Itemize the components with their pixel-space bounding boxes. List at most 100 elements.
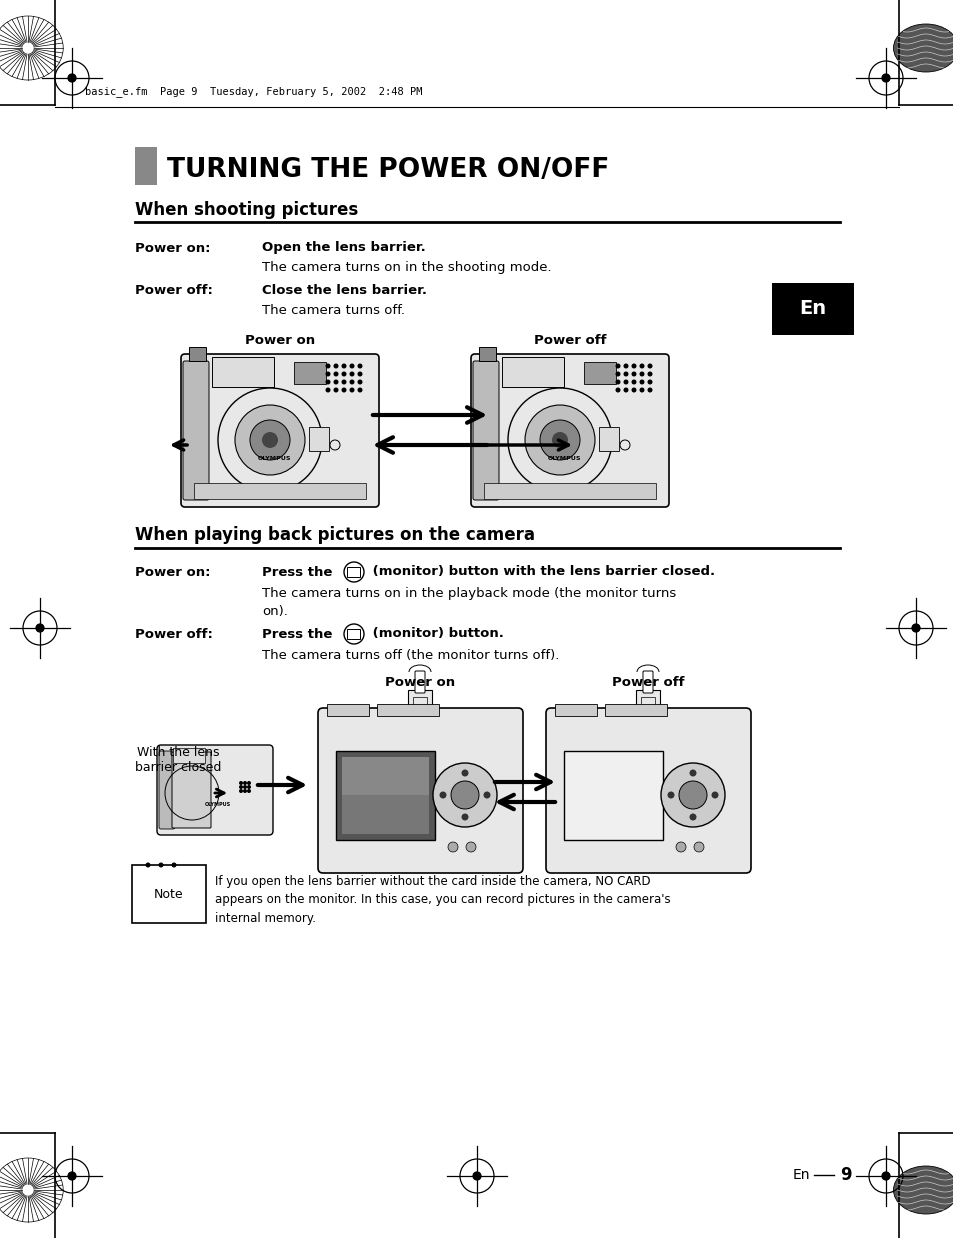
- FancyBboxPatch shape: [172, 748, 205, 763]
- Circle shape: [243, 781, 247, 785]
- Circle shape: [483, 791, 490, 799]
- Circle shape: [68, 1172, 76, 1180]
- Circle shape: [36, 624, 44, 633]
- Ellipse shape: [893, 1166, 953, 1214]
- Text: Power off: Power off: [533, 333, 605, 347]
- Ellipse shape: [893, 24, 953, 72]
- FancyBboxPatch shape: [181, 354, 378, 508]
- Circle shape: [631, 380, 636, 385]
- Text: OLYMPUS: OLYMPUS: [205, 802, 231, 807]
- Circle shape: [676, 842, 685, 852]
- Text: En: En: [792, 1167, 809, 1182]
- FancyBboxPatch shape: [598, 427, 618, 451]
- Circle shape: [239, 785, 243, 789]
- FancyBboxPatch shape: [159, 751, 174, 829]
- Circle shape: [689, 770, 696, 776]
- Text: The camera turns on in the shooting mode.: The camera turns on in the shooting mode…: [262, 261, 551, 275]
- Circle shape: [631, 387, 636, 392]
- Circle shape: [349, 387, 355, 392]
- Circle shape: [239, 781, 243, 785]
- FancyBboxPatch shape: [193, 483, 366, 499]
- FancyBboxPatch shape: [309, 427, 329, 451]
- FancyBboxPatch shape: [478, 347, 496, 361]
- Circle shape: [882, 74, 889, 82]
- Circle shape: [250, 420, 290, 461]
- FancyBboxPatch shape: [408, 690, 432, 714]
- Circle shape: [639, 364, 644, 369]
- Circle shape: [679, 781, 706, 808]
- Circle shape: [325, 380, 330, 385]
- Text: (monitor) button.: (monitor) button.: [368, 628, 503, 640]
- Circle shape: [334, 380, 338, 385]
- Circle shape: [68, 74, 76, 82]
- Text: Press the: Press the: [262, 628, 336, 640]
- Circle shape: [623, 387, 628, 392]
- FancyBboxPatch shape: [771, 284, 853, 335]
- Circle shape: [262, 432, 277, 448]
- FancyBboxPatch shape: [501, 357, 563, 387]
- Circle shape: [461, 813, 468, 821]
- FancyBboxPatch shape: [157, 745, 273, 834]
- Circle shape: [689, 813, 696, 821]
- FancyBboxPatch shape: [341, 756, 429, 795]
- Circle shape: [639, 380, 644, 385]
- Circle shape: [247, 785, 251, 789]
- Text: basic_e.fm  Page 9  Tuesday, February 5, 2002  2:48 PM: basic_e.fm Page 9 Tuesday, February 5, 2…: [85, 87, 422, 98]
- Circle shape: [172, 863, 176, 868]
- Circle shape: [552, 432, 567, 448]
- Text: 9: 9: [840, 1166, 851, 1184]
- Circle shape: [615, 380, 619, 385]
- Text: OLYMPUS: OLYMPUS: [258, 456, 292, 461]
- FancyBboxPatch shape: [583, 361, 616, 384]
- Circle shape: [882, 1172, 889, 1180]
- Circle shape: [647, 387, 652, 392]
- Text: TURNING THE POWER ON/OFF: TURNING THE POWER ON/OFF: [167, 157, 609, 183]
- Circle shape: [239, 789, 243, 794]
- Circle shape: [247, 789, 251, 794]
- Circle shape: [243, 785, 247, 789]
- Circle shape: [615, 371, 619, 376]
- FancyBboxPatch shape: [212, 357, 274, 387]
- Text: Power off: Power off: [611, 676, 683, 688]
- FancyBboxPatch shape: [172, 751, 211, 828]
- Circle shape: [631, 364, 636, 369]
- Text: When shooting pictures: When shooting pictures: [135, 201, 358, 219]
- FancyBboxPatch shape: [376, 704, 438, 716]
- Text: Power off:: Power off:: [135, 628, 213, 640]
- FancyBboxPatch shape: [545, 708, 750, 873]
- FancyBboxPatch shape: [135, 147, 157, 184]
- Circle shape: [334, 387, 338, 392]
- FancyBboxPatch shape: [563, 751, 662, 841]
- FancyBboxPatch shape: [483, 483, 656, 499]
- Circle shape: [451, 781, 478, 808]
- FancyBboxPatch shape: [183, 361, 209, 500]
- Text: When playing back pictures on the camera: When playing back pictures on the camera: [135, 526, 535, 543]
- FancyBboxPatch shape: [471, 354, 668, 508]
- Circle shape: [349, 380, 355, 385]
- Circle shape: [615, 387, 619, 392]
- Circle shape: [623, 371, 628, 376]
- Text: Power on:: Power on:: [135, 241, 211, 255]
- Circle shape: [341, 387, 346, 392]
- FancyBboxPatch shape: [317, 708, 522, 873]
- FancyBboxPatch shape: [132, 865, 206, 924]
- Circle shape: [631, 371, 636, 376]
- Circle shape: [711, 791, 718, 799]
- Text: (monitor) button with the lens barrier closed.: (monitor) button with the lens barrier c…: [368, 566, 715, 578]
- Text: Power off:: Power off:: [135, 284, 213, 296]
- Circle shape: [660, 763, 724, 827]
- Circle shape: [667, 791, 674, 799]
- FancyBboxPatch shape: [636, 690, 659, 714]
- Text: If you open the lens barrier without the card inside the camera, NO CARD
appears: If you open the lens barrier without the…: [214, 875, 670, 925]
- Circle shape: [146, 863, 151, 868]
- Circle shape: [349, 371, 355, 376]
- Circle shape: [615, 364, 619, 369]
- Circle shape: [357, 387, 362, 392]
- FancyBboxPatch shape: [555, 704, 597, 716]
- Circle shape: [334, 371, 338, 376]
- FancyBboxPatch shape: [327, 704, 369, 716]
- Circle shape: [349, 364, 355, 369]
- Circle shape: [647, 380, 652, 385]
- Text: With the lens
barrier closed: With the lens barrier closed: [134, 747, 221, 774]
- Circle shape: [325, 387, 330, 392]
